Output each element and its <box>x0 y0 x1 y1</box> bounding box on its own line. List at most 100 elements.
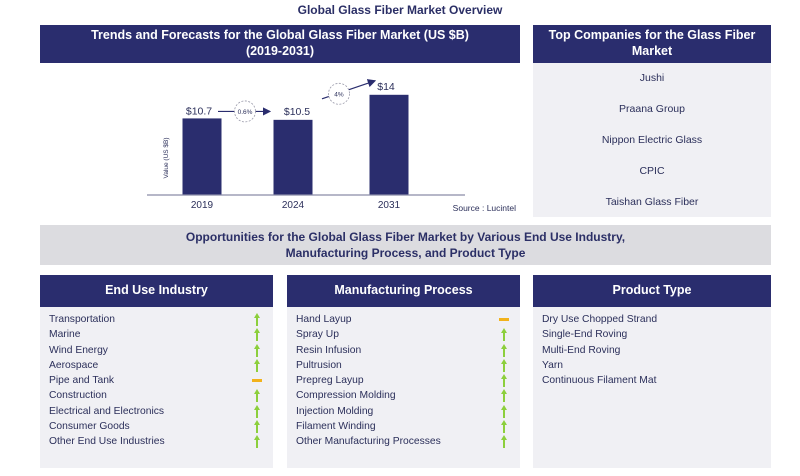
bar-2031 <box>369 94 409 195</box>
segment-item-label: Resin Infusion <box>296 344 362 356</box>
segment-item-label: Injection Molding <box>296 405 374 417</box>
trend-up-arrow-icon <box>251 312 263 327</box>
manufacturing-process-list: Hand Layup Spray Up Resin Infusion Pultrusi… <box>287 307 520 450</box>
segment-item: Other End Use Industries <box>40 434 273 449</box>
trend-up-arrow-icon <box>251 404 263 419</box>
segment-item: Marine <box>40 327 273 342</box>
trend-up-arrow-icon <box>251 343 263 358</box>
trend-flat-arrow-icon <box>498 312 510 327</box>
segment-item-label: Yarn <box>542 359 563 371</box>
segment-item: Injection Molding <box>287 404 520 419</box>
trends-header: Trends and Forecasts for the Global Glas… <box>40 25 520 63</box>
segment-item: Spray Up <box>287 327 520 342</box>
cagr-label: 4% <box>334 91 344 98</box>
trend-up-arrow-icon <box>251 358 263 373</box>
segment-item-label: Hand Layup <box>296 314 352 325</box>
segment-item-label: Dry Use Chopped Strand <box>542 314 658 325</box>
segment-item-label: Electrical and Electronics <box>49 405 165 417</box>
trend-up-arrow-icon <box>251 419 263 434</box>
segment-item: Pipe and Tank <box>40 373 273 388</box>
x-tick-label: 2031 <box>378 200 401 211</box>
segment-item: Transportation <box>40 312 273 327</box>
company-item: CPIC <box>639 165 665 177</box>
segment-item-label: Pultrusion <box>296 359 342 371</box>
segment-item: Prepreg Layup <box>287 373 520 388</box>
segment-item-label: Single-End Roving <box>542 329 628 341</box>
trend-up-arrow-icon <box>498 358 510 373</box>
data-label: $10.7 <box>186 105 212 117</box>
segment-item: Hand Layup <box>287 312 520 327</box>
segment-item-label: Continuous Filament Mat <box>542 375 657 387</box>
segment-item: Consumer Goods <box>40 419 273 434</box>
company-item: Nippon Electric Glass <box>601 134 703 146</box>
segment-item: Continuous Filament Mat <box>533 373 771 388</box>
data-label: $10.5 <box>284 106 310 118</box>
opportunities-banner: Opportunities for the Global Glass Fiber… <box>40 225 771 265</box>
segment-item-label: Transportation <box>49 314 116 325</box>
chart-source: Source : Lucintel <box>453 203 516 213</box>
segment-item-label: Construction <box>49 390 107 402</box>
cagr-label: 0.6% <box>238 109 253 116</box>
trend-up-arrow-icon <box>251 327 263 342</box>
bar-chart: Value (US $B) 0.6% 4% Source : Lucintel 2… <box>40 63 520 218</box>
segment-item: Electrical and Electronics <box>40 404 273 419</box>
product-type-list: Dry Use Chopped Strand Single-End Roving M… <box>533 307 771 388</box>
bar-2024 <box>273 119 313 195</box>
trend-flat-arrow-icon <box>251 373 263 388</box>
trend-up-arrow-icon <box>498 373 510 388</box>
company-item: Praana Group <box>619 103 685 115</box>
segment-item: Resin Infusion <box>287 343 520 358</box>
trend-up-arrow-icon <box>498 388 510 403</box>
segment-item-label: Compression Molding <box>296 390 396 402</box>
segment-item-label: Pipe and Tank <box>49 375 115 387</box>
product-type-header: Product Type <box>533 275 771 307</box>
segment-item: Wind Energy <box>40 343 273 358</box>
segment-item-label: Other End Use Industries <box>49 436 165 448</box>
page-title: Global Glass Fiber Market Overview <box>297 3 503 17</box>
end-use-industry-list: Transportation Marine Wind Energy Aerospace… <box>40 307 273 450</box>
segment-item-label: Other Manufacturing Processes <box>296 436 441 448</box>
data-label: $14 <box>377 81 395 93</box>
segment-item: Dry Use Chopped Strand <box>533 312 771 327</box>
segment-item-label: Filament Winding <box>296 421 376 433</box>
opportunities-title-line2: Manufacturing Process, and Product Type <box>285 246 526 260</box>
companies-header: Top Companies for the Glass Fiber Market <box>533 25 771 63</box>
segment-item-label: Marine <box>49 329 81 341</box>
trends-title-line2: (2019-2031) <box>245 44 315 58</box>
bar-2019 <box>182 118 222 195</box>
segment-item: Single-End Roving <box>533 327 771 342</box>
product-type-panel: Product Type Dry Use Chopped Strand Singl… <box>533 275 771 468</box>
opportunities-title-line1: Opportunities for the Global Glass Fiber… <box>185 229 626 244</box>
cagr-bubble <box>328 82 350 105</box>
x-tick-label: 2024 <box>282 200 305 211</box>
trend-up-arrow-icon <box>251 388 263 403</box>
trend-up-arrow-icon <box>498 434 510 449</box>
trend-up-arrow-icon <box>498 327 510 342</box>
segment-item: Construction <box>40 388 273 403</box>
segment-item-label: Spray Up <box>296 329 339 341</box>
chart-svg: Value (US $B) 0.6% 4% Source : Lucintel 2… <box>147 79 516 213</box>
segment-item-label: Consumer Goods <box>49 421 130 433</box>
segment-item: Other Manufacturing Processes <box>287 434 520 449</box>
segment-item: Multi-End Roving <box>533 343 771 358</box>
manufacturing-process-panel: Manufacturing Process Hand Layup Spray Up… <box>287 275 520 468</box>
top-companies-panel: Top Companies for the Glass Fiber Market… <box>533 25 771 217</box>
trend-up-arrow-icon <box>498 404 510 419</box>
segment-item: Filament Winding <box>287 419 520 434</box>
trend-up-arrow-icon <box>251 434 263 449</box>
company-item: Jushi <box>639 72 665 84</box>
x-tick-label: 2019 <box>191 200 214 211</box>
y-axis-label: Value (US $B) <box>163 137 170 178</box>
segment-item-label: Prepreg Layup <box>296 375 364 387</box>
company-item: Taishan Glass Fiber <box>605 196 699 208</box>
segment-item: Compression Molding <box>287 388 520 403</box>
segment-item: Aerospace <box>40 358 273 373</box>
trend-up-arrow-icon <box>498 419 510 434</box>
segment-item-label: Multi-End Roving <box>542 344 621 356</box>
cagr-bubble <box>234 100 256 123</box>
trends-title-line1: Trends and Forecasts for the Global Glas… <box>91 28 469 43</box>
manufacturing-process-header: Manufacturing Process <box>287 275 520 307</box>
segment-item-label: Wind Energy <box>49 344 108 356</box>
end-use-industry-header: End Use Industry <box>40 275 273 307</box>
end-use-industry-panel: End Use Industry Transportation Marine Win… <box>40 275 273 468</box>
